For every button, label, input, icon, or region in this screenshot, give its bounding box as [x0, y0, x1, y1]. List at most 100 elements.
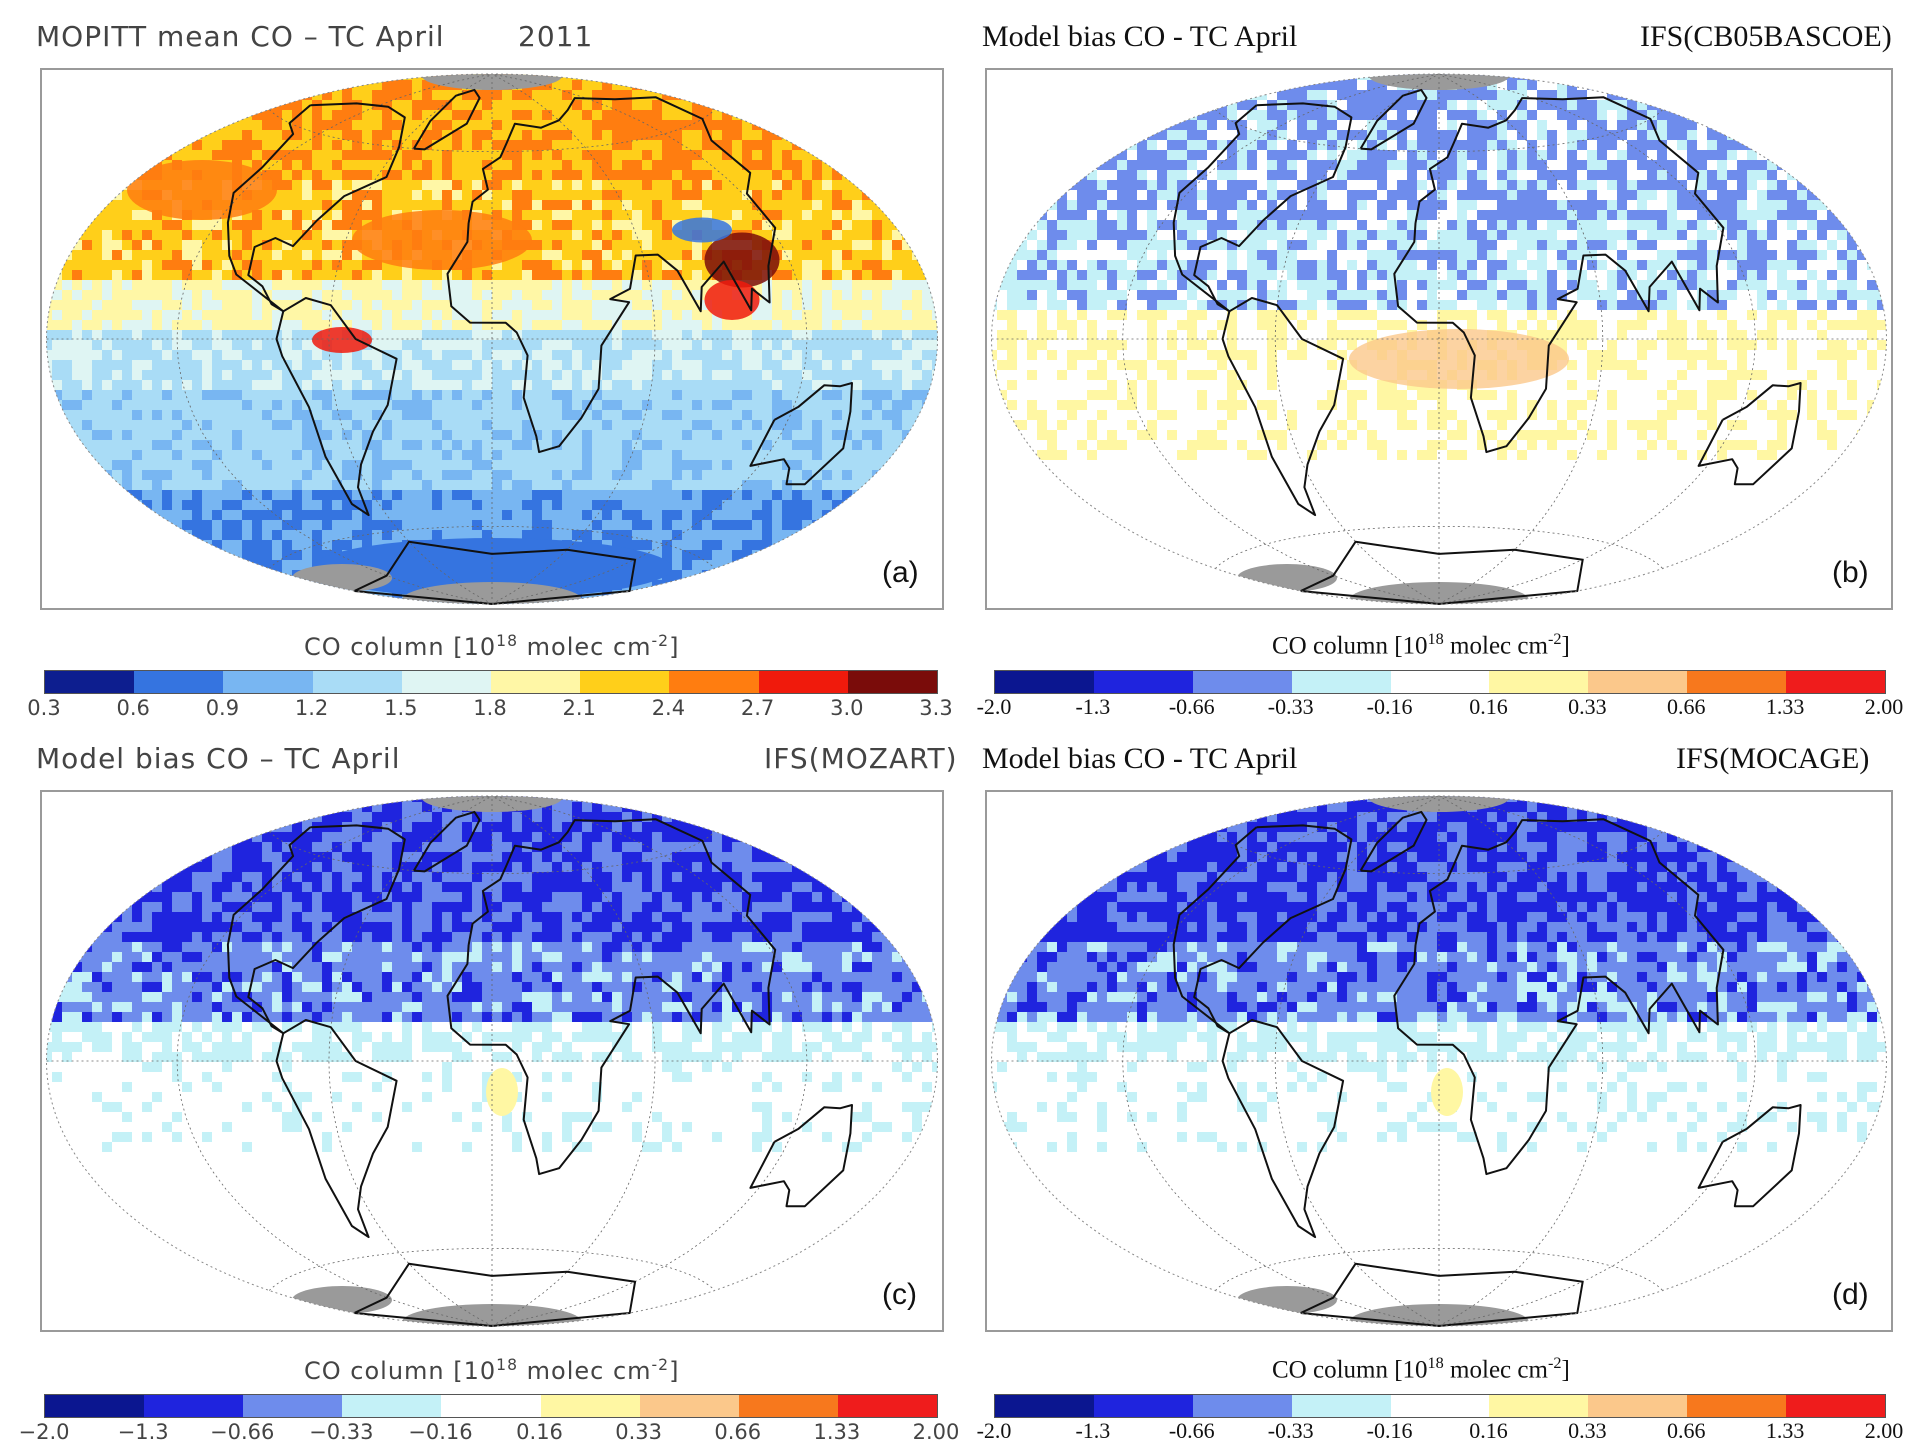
- colorbar-tick-label: 0.66: [1666, 694, 1706, 719]
- colorbar-segment: [837, 1395, 937, 1417]
- colorbar-segment: [45, 671, 135, 693]
- colorbar-segment: [669, 671, 759, 693]
- colorbar-tick-label: 0.33: [1568, 1418, 1607, 1443]
- panel-b-model: IFS(CB05BASCOE): [1640, 20, 1892, 53]
- colorbar-tick-label: 0.33: [1568, 694, 1607, 719]
- colorbar-tick-label: −0.16: [408, 1420, 473, 1444]
- colorbar-d: [994, 1394, 1886, 1418]
- panel-a-year: 2011: [518, 20, 594, 53]
- colorbar-tick-label: 3.0: [830, 696, 864, 720]
- colorbar-tick-label: 3.3: [919, 696, 953, 720]
- colorbar-segment: [1489, 671, 1589, 693]
- colorbar-tick-label: 2.1: [562, 696, 596, 720]
- colorbar-tick-label: 1.2: [294, 696, 329, 720]
- colorbar-d-title: CO column [1018 molec cm-2]: [1272, 1354, 1570, 1384]
- colorbar-tick-label: -0.66: [1168, 1418, 1215, 1443]
- colorbar-segment: [1390, 1395, 1490, 1417]
- colorbar-segment: [1786, 1395, 1886, 1417]
- colorbar-tick-label: 2.00: [1864, 694, 1904, 719]
- colorbar-segment: [223, 671, 313, 693]
- map-projection: [46, 795, 938, 1327]
- map-projection: [991, 795, 1887, 1327]
- colorbar-tick-label: −0.33: [309, 1420, 374, 1444]
- colorbar-segment: [342, 1395, 442, 1417]
- panel-a-title: MOPITT mean CO – TC April: [36, 20, 445, 53]
- colorbar-segment: [1192, 1395, 1292, 1417]
- colorbar-segment: [847, 671, 938, 693]
- colorbar-c: [44, 1394, 938, 1418]
- map-projection: [46, 73, 938, 605]
- colorbar-tick-label: -0.16: [1366, 694, 1413, 719]
- colorbar-tick-label: -2.0: [976, 1418, 1012, 1443]
- colorbar-b: [994, 670, 1886, 694]
- colorbar-segment: [738, 1395, 838, 1417]
- panel-c-model: IFS(MOZART): [764, 742, 958, 775]
- colorbar-segment: [144, 1395, 244, 1417]
- colorbar-segment: [401, 671, 492, 693]
- colorbar-segment: [312, 671, 402, 693]
- panel-d-label: (d): [1832, 1278, 1869, 1311]
- colorbar-tick-label: 1.5: [384, 696, 418, 720]
- colorbar-tick-label: 1.8: [473, 696, 507, 720]
- colorbar-segment: [1489, 1395, 1589, 1417]
- colorbar-segment: [491, 671, 581, 693]
- colorbar-segment: [45, 1395, 145, 1417]
- panel-c-label: (c): [882, 1278, 917, 1311]
- colorbar-tick-label: 1.33: [813, 1420, 861, 1444]
- colorbar-tick-label: -0.66: [1168, 694, 1215, 719]
- map-a: [40, 68, 944, 610]
- colorbar-segment: [995, 671, 1094, 693]
- map-b: [985, 68, 1893, 610]
- colorbar-tick-label: −0.66: [210, 1420, 275, 1444]
- colorbar-tick-label: 0.6: [116, 696, 150, 720]
- colorbar-tick-label: 2.4: [651, 696, 686, 720]
- colorbar-segment: [1093, 671, 1193, 693]
- colorbar-tick-label: 2.00: [1864, 1418, 1904, 1443]
- colorbar-c-title: CO column [1018 molec cm-2]: [304, 1356, 680, 1385]
- colorbar-tick-label: 2.00: [912, 1420, 960, 1444]
- colorbar-segment: [1093, 1395, 1193, 1417]
- colorbar-tick-label: -2.0: [976, 694, 1012, 719]
- map-projection: [991, 73, 1887, 605]
- colorbar-tick-label: 0.16: [516, 1420, 563, 1444]
- colorbar-tick-label: -0.16: [1366, 1418, 1413, 1443]
- colorbar-tick-label: -1.3: [1075, 694, 1111, 719]
- colorbar-tick-label: −1.3: [117, 1420, 169, 1444]
- colorbar-tick-label: 0.3: [27, 696, 61, 720]
- colorbar-tick-label: 1.33: [1765, 1418, 1805, 1443]
- map-c: [40, 790, 944, 1332]
- colorbar-tick-label: 0.66: [714, 1420, 762, 1444]
- colorbar-b-title: CO column [1018 molec cm-2]: [1272, 630, 1570, 660]
- colorbar-segment: [134, 671, 224, 693]
- colorbar-segment: [1291, 1395, 1391, 1417]
- panel-d-title: Model bias CO - TC April: [982, 742, 1298, 775]
- colorbar-a-title: CO column [1018 molec cm-2]: [304, 632, 680, 661]
- colorbar-segment: [1390, 671, 1490, 693]
- colorbar-tick-label: -0.33: [1267, 1418, 1314, 1443]
- panel-d-model: IFS(MOCAGE): [1676, 742, 1870, 775]
- colorbar-tick-label: 0.16: [1469, 694, 1508, 719]
- colorbar-segment: [1192, 671, 1292, 693]
- panel-b-title: Model bias CO - TC April: [982, 20, 1298, 53]
- colorbar-segment: [639, 1395, 739, 1417]
- colorbar-segment: [1786, 671, 1886, 693]
- colorbar-segment: [1687, 1395, 1787, 1417]
- colorbar-segment: [995, 1395, 1094, 1417]
- colorbar-tick-label: 0.33: [615, 1420, 663, 1444]
- colorbar-tick-label: 1.33: [1765, 694, 1805, 719]
- panel-a-label: (a): [882, 556, 919, 589]
- map-d: [985, 790, 1893, 1332]
- colorbar-segment: [580, 671, 670, 693]
- colorbar-a: [44, 670, 938, 694]
- colorbar-tick-label: -0.33: [1267, 694, 1314, 719]
- colorbar-segment: [540, 1395, 640, 1417]
- colorbar-tick-label: 0.16: [1469, 1418, 1508, 1443]
- colorbar-tick-label: 0.9: [205, 696, 240, 720]
- colorbar-tick-label: -1.3: [1075, 1418, 1111, 1443]
- colorbar-segment: [1588, 1395, 1688, 1417]
- colorbar-segment: [441, 1395, 541, 1417]
- colorbar-segment: [243, 1395, 343, 1417]
- colorbar-tick-label: −2.0: [18, 1420, 70, 1444]
- colorbar-tick-label: 0.66: [1666, 1418, 1706, 1443]
- colorbar-segment: [1687, 671, 1787, 693]
